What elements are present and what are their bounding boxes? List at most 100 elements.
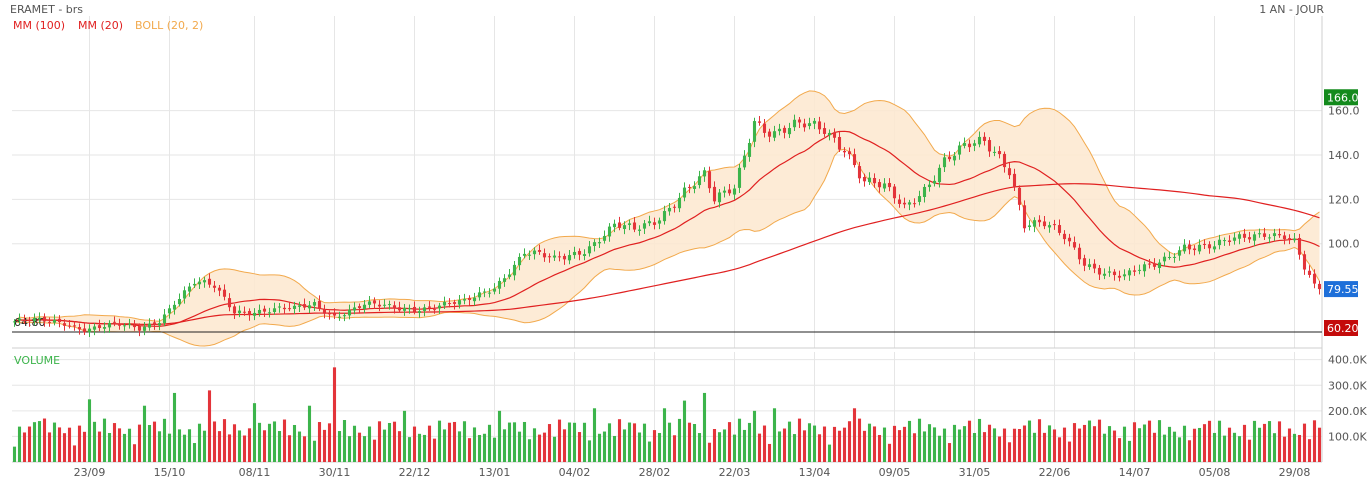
candle-body [77, 327, 82, 330]
price-tick-label: 160.0 [1328, 105, 1360, 118]
candle-body [302, 304, 307, 308]
volume-bar [462, 421, 467, 462]
candle-body [272, 308, 277, 313]
volume-bar [397, 431, 402, 462]
candle-body [397, 307, 402, 311]
volume-bar [697, 433, 702, 462]
volume-bar [137, 424, 142, 462]
candle-body [162, 314, 167, 324]
candle-body [202, 280, 207, 283]
candle-body [992, 151, 997, 153]
volume-bar [377, 421, 382, 462]
candle-body [582, 254, 587, 256]
period-label[interactable]: 1 AN - JOUR [1259, 3, 1324, 16]
volume-bar [1317, 427, 1322, 462]
date-tick-label: 08/11 [239, 466, 271, 479]
candle-body [797, 119, 802, 123]
volume-bar [632, 423, 637, 462]
candle-body [47, 321, 52, 323]
volume-bar [717, 432, 722, 462]
volume-bar [412, 426, 417, 462]
volume-bar [1037, 419, 1042, 462]
volume-bar [767, 443, 772, 462]
candle-body [107, 323, 112, 328]
volume-bar [937, 435, 942, 462]
candle-body [87, 328, 92, 333]
volume-bar [1167, 426, 1172, 462]
volume-bar [977, 418, 982, 462]
volume-bar [1142, 424, 1147, 462]
volume-bar [1242, 424, 1247, 462]
candle-body [217, 287, 222, 291]
volume-bar [497, 410, 502, 462]
candle-body [127, 323, 132, 325]
volume-bar [1107, 426, 1112, 462]
volume-bar [202, 430, 207, 462]
candle-body [862, 176, 867, 182]
volume-bar [1057, 437, 1062, 462]
volume-bar [252, 403, 257, 462]
candle-body [172, 304, 177, 310]
candle-body [757, 121, 762, 123]
volume-bar [507, 422, 512, 462]
volume-bar [72, 445, 77, 462]
volume-bar [152, 421, 157, 462]
volume-bar [457, 431, 462, 462]
candle-body [122, 325, 127, 327]
volume-bar [182, 434, 187, 462]
candle-body [327, 313, 332, 315]
volume-bar [1277, 421, 1282, 462]
volume-bar [712, 429, 717, 462]
volume-bar [272, 421, 277, 462]
volume-bar [482, 433, 487, 462]
candle-body [1132, 270, 1137, 272]
candle-body [1072, 242, 1077, 248]
volume-bar [1102, 433, 1107, 462]
candle-body [682, 187, 687, 198]
candle-body [542, 253, 547, 258]
volume-bar [447, 422, 452, 462]
candle-body [752, 121, 757, 142]
candle-body [677, 197, 682, 209]
volume-bar [862, 430, 867, 462]
candle-body [267, 312, 272, 314]
volume-bar [637, 432, 642, 462]
volume-bar [1032, 432, 1037, 462]
candle-body [342, 315, 347, 317]
candle-body [1202, 243, 1207, 245]
candle-body [1227, 240, 1232, 242]
candle-body [702, 170, 707, 177]
date-tick-label: 22/03 [719, 466, 751, 479]
volume-bar [47, 432, 52, 462]
volume-bar [1052, 429, 1057, 462]
candle-body [152, 322, 157, 325]
volume-bar [1192, 428, 1197, 462]
volume-bar [982, 432, 987, 462]
candle-body [117, 323, 122, 326]
candle-body [927, 184, 932, 188]
candle-body [872, 177, 877, 184]
candle-body [767, 131, 772, 137]
volume-bar [542, 432, 547, 462]
volume-bar [962, 426, 967, 462]
volume-bar [722, 429, 727, 462]
volume-bar [1227, 427, 1232, 462]
candle-body [922, 186, 927, 198]
candle-body [652, 222, 657, 225]
volume-bar [932, 427, 937, 462]
candle-body [822, 128, 827, 134]
volume-bar [1122, 426, 1127, 462]
candle-body [897, 199, 902, 204]
volume-bar [532, 428, 537, 462]
volume-bar [1112, 430, 1117, 462]
date-tick-label: 29/08 [1279, 466, 1311, 479]
candle-body [1062, 233, 1067, 240]
candle-body [962, 143, 967, 146]
volume-bar [897, 430, 902, 462]
candle-body [247, 310, 252, 316]
volume-bar [1267, 421, 1272, 462]
volume-bar [882, 427, 887, 462]
candle-body [1082, 258, 1087, 266]
candle-body [1067, 237, 1072, 242]
volume-bar [502, 429, 507, 462]
